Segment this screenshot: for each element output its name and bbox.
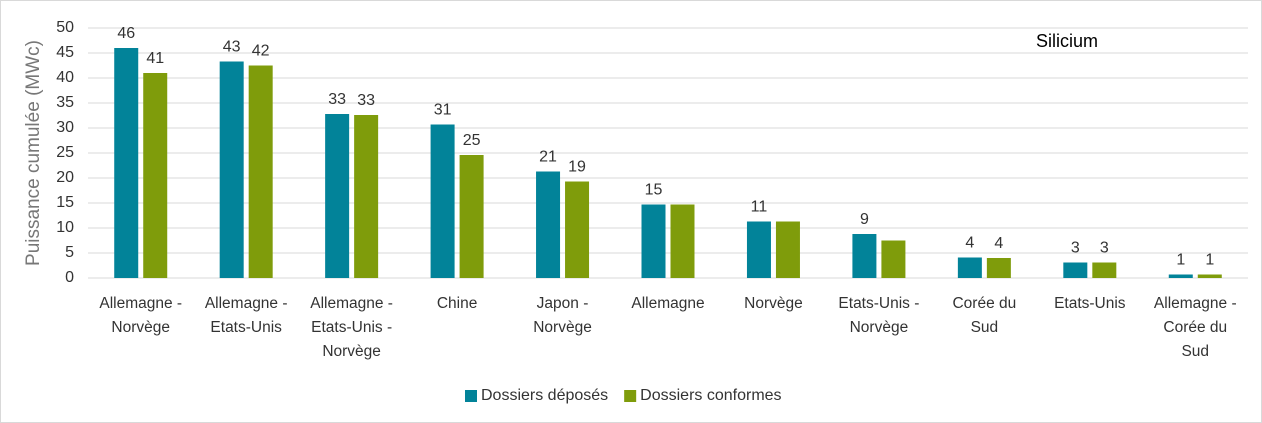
data-label: 31 <box>434 102 452 119</box>
bar <box>1063 262 1088 278</box>
data-label: 41 <box>146 50 164 67</box>
bar <box>1168 274 1193 278</box>
bar <box>459 155 484 278</box>
bar <box>430 124 455 278</box>
legend-swatch <box>624 390 637 402</box>
x-tick-label: Corée du Sud <box>952 295 1017 336</box>
bar <box>143 73 168 278</box>
x-tick-label: Allemagne - Etats-Unis - Norvège <box>310 295 393 360</box>
data-label: 4 <box>965 235 974 252</box>
bar <box>325 114 350 278</box>
bar <box>957 257 982 278</box>
data-label: 19 <box>568 159 586 176</box>
bar <box>565 181 590 278</box>
x-tick-label: Allemagne - Norvège <box>99 295 183 336</box>
y-tick-label: 15 <box>56 194 74 211</box>
y-tick-label: 35 <box>56 94 74 111</box>
y-tick-label: 40 <box>56 69 74 86</box>
y-tick-label: 30 <box>56 119 74 136</box>
data-label: 1 <box>1176 252 1185 269</box>
bar <box>746 221 771 278</box>
data-label: 4 <box>994 235 1003 252</box>
data-label: 43 <box>223 39 241 56</box>
data-label: 21 <box>539 149 557 166</box>
y-tick-label: 5 <box>65 244 74 261</box>
x-tick-label: Norvège <box>744 295 803 312</box>
legend-swatch <box>465 390 477 402</box>
bar <box>775 221 800 278</box>
bar <box>219 61 244 278</box>
y-tick-label: 10 <box>56 219 74 236</box>
bar <box>1197 274 1222 278</box>
bar <box>1092 262 1117 278</box>
data-label: 9 <box>860 211 869 228</box>
x-tick-label: Chine <box>436 295 478 312</box>
bar <box>536 171 561 278</box>
data-label: 15 <box>645 182 663 199</box>
data-label: 33 <box>328 91 346 108</box>
bar <box>986 258 1011 278</box>
bar <box>248 65 273 278</box>
y-tick-label: 0 <box>65 269 74 286</box>
data-label: 3 <box>1071 240 1080 257</box>
y-tick-label: 25 <box>56 144 74 161</box>
x-tick-label: Etats-Unis <box>1054 295 1126 312</box>
data-label: 3 <box>1100 240 1109 257</box>
data-label: 42 <box>252 43 270 60</box>
x-tick-label: Allemagne - Corée du Sud <box>1153 295 1237 360</box>
y-tick-label: 45 <box>56 44 74 61</box>
bar <box>852 234 877 278</box>
y-tick-label: 20 <box>56 169 74 186</box>
bar <box>881 240 906 278</box>
x-tick-label: Allemagne - Etats-Unis <box>204 295 288 336</box>
x-tick-label: Japon - Norvège <box>533 295 592 336</box>
data-label: 33 <box>357 92 375 109</box>
data-label: 25 <box>463 132 481 149</box>
legend-label: Dossiers conformes <box>640 387 781 404</box>
bar <box>354 115 379 278</box>
bar <box>641 204 666 278</box>
data-label: 46 <box>117 25 135 42</box>
chart-title: Silicium <box>1036 31 1098 51</box>
bar <box>114 48 139 278</box>
data-label: 1 <box>1205 252 1214 269</box>
bar <box>670 204 695 278</box>
y-tick-label: 50 <box>56 19 74 36</box>
x-tick-label: Allemagne <box>631 295 705 312</box>
x-tick-label: Etats-Unis - Norvège <box>838 295 920 336</box>
y-axis-label: Puissance cumulée (MWc) <box>23 40 44 266</box>
data-label: 11 <box>751 199 768 216</box>
legend-label: Dossiers déposés <box>481 387 608 404</box>
